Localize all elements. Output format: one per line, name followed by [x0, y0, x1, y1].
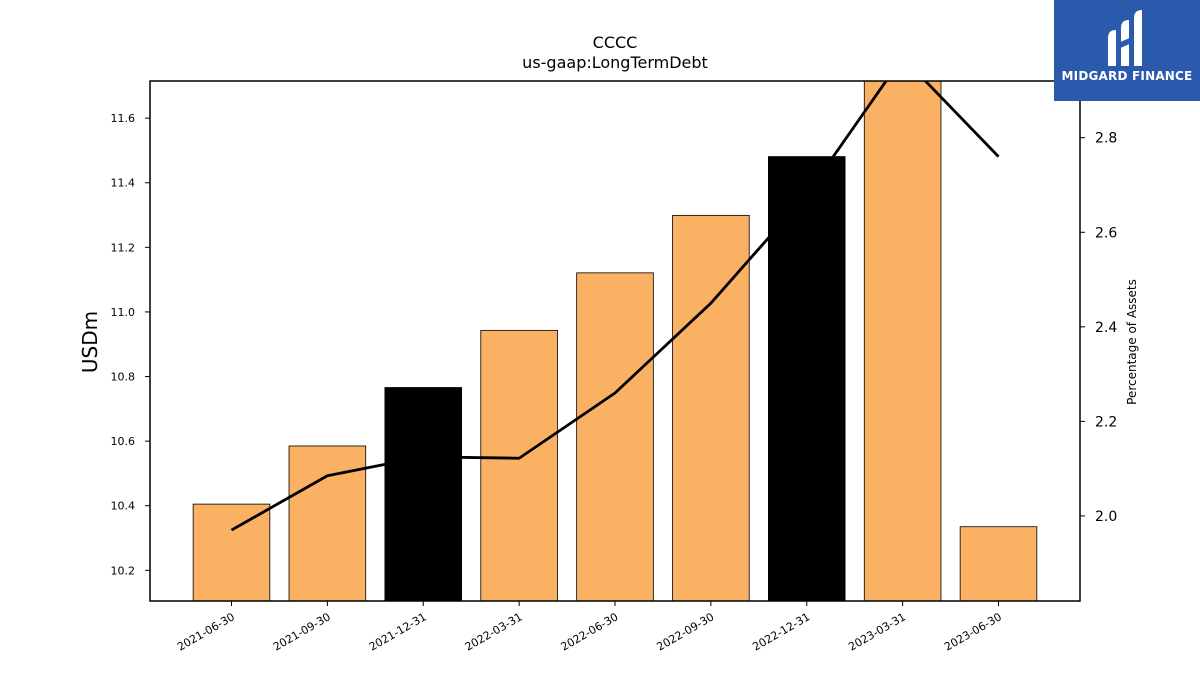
- y-axis-label: USDm: [78, 311, 102, 373]
- y2-tick-label: 2.6: [1095, 225, 1117, 241]
- x-tick-label: 2022-12-31: [750, 610, 812, 653]
- x-tick-label: 2023-06-30: [942, 610, 1004, 653]
- bar-2023-03-31: [863, 81, 942, 601]
- bar-2022-09-30: [672, 214, 750, 601]
- line-series-percentage-of-assets: [230, 81, 1000, 532]
- y-tick-label: 10.2: [111, 564, 136, 577]
- plot-area: 10.2 10.4 10.6 10.8 11.0 11.2 11.4 11.6 2.0 2.2 2.…: [111, 81, 1117, 654]
- brand-mark-icon: [1108, 10, 1142, 66]
- bar-2022-12-31: [768, 156, 846, 601]
- bar-2022-03-31: [480, 329, 558, 601]
- y-tick-label: 10.6: [111, 435, 136, 448]
- y-tick-label: 10.8: [111, 371, 136, 384]
- x-tick-label: 2022-09-30: [655, 610, 717, 653]
- x-tick-label: 2022-03-31: [463, 610, 525, 653]
- y-tick-label: 11.0: [111, 306, 136, 319]
- y-tick-label: 11.2: [111, 241, 136, 254]
- y-tick-label: 11.4: [111, 177, 136, 190]
- y2-axis-label: Percentage of Assets: [1125, 279, 1139, 405]
- chart-title: CCCC: [593, 33, 638, 52]
- bar-2021-06-30: [192, 503, 271, 601]
- x-tick-label: 2022-06-30: [559, 610, 621, 653]
- y2-tick-label: 2.2: [1095, 414, 1117, 430]
- x-tick-label: 2021-09-30: [271, 610, 333, 653]
- brand-logo: MIDGARD FINANCE: [1054, 0, 1200, 101]
- y2-tick-label: 2.0: [1095, 509, 1117, 525]
- x-tick-label: 2021-12-31: [367, 610, 429, 653]
- bar-2023-06-30: [959, 526, 1038, 601]
- y2-tick-label: 2.4: [1095, 320, 1117, 336]
- x-tick-label: 2021-06-30: [175, 610, 237, 653]
- bar-2021-12-31: [384, 387, 462, 601]
- bar-2022-06-30: [576, 272, 654, 601]
- x-tick-label: 2023-03-31: [846, 610, 908, 653]
- y2-tick-label: 2.8: [1095, 131, 1117, 147]
- plot-series: [192, 81, 1038, 601]
- plot-frame: [149, 80, 1081, 602]
- y-tick-label: 10.4: [111, 500, 136, 513]
- y-tick-label: 11.6: [111, 112, 136, 125]
- brand-name: MIDGARD FINANCE: [1061, 69, 1193, 83]
- chart-subtitle: us-gaap:LongTermDebt: [522, 53, 708, 72]
